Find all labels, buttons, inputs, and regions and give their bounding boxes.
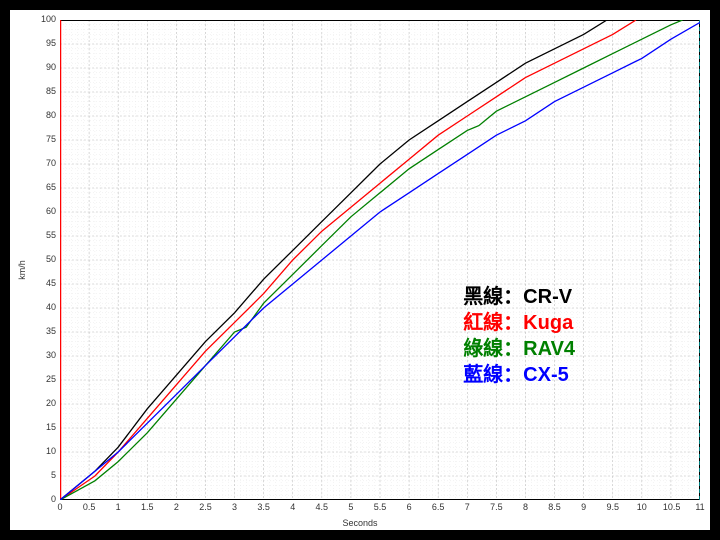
y-axis-label: km/h — [17, 260, 27, 280]
x-tick-label: 0.5 — [81, 502, 97, 512]
x-tick-label: 6.5 — [430, 502, 446, 512]
x-tick-label: 4 — [285, 502, 301, 512]
y-tick-label: 45 — [46, 278, 56, 288]
y-tick-label: 35 — [46, 326, 56, 336]
x-tick-label: 3.5 — [256, 502, 272, 512]
legend-item: 藍線：CX-5 — [463, 362, 575, 388]
x-tick-label: 4.5 — [314, 502, 330, 512]
chart-frame: km/h Seconds 黑線：CR-V紅線：Kuga綠線：RAV4藍線：CX-… — [10, 10, 710, 530]
x-tick-label: 10 — [634, 502, 650, 512]
x-axis-label: Seconds — [342, 518, 377, 528]
y-tick-label: 40 — [46, 302, 56, 312]
chart-svg — [60, 20, 700, 500]
x-tick-label: 1 — [110, 502, 126, 512]
y-tick-label: 100 — [41, 14, 56, 24]
y-tick-label: 70 — [46, 158, 56, 168]
x-tick-label: 1.5 — [139, 502, 155, 512]
x-tick-label: 3 — [227, 502, 243, 512]
x-tick-label: 5.5 — [372, 502, 388, 512]
x-tick-label: 9 — [576, 502, 592, 512]
x-tick-label: 8.5 — [547, 502, 563, 512]
x-tick-label: 5 — [343, 502, 359, 512]
x-tick-label: 7 — [459, 502, 475, 512]
legend-item: 黑線：CR-V — [463, 284, 575, 310]
x-tick-label: 2 — [168, 502, 184, 512]
y-tick-label: 75 — [46, 134, 56, 144]
y-tick-label: 80 — [46, 110, 56, 120]
y-tick-label: 30 — [46, 350, 56, 360]
y-tick-label: 50 — [46, 254, 56, 264]
y-tick-label: 60 — [46, 206, 56, 216]
y-tick-label: 20 — [46, 398, 56, 408]
x-tick-label: 7.5 — [488, 502, 504, 512]
y-tick-label: 95 — [46, 38, 56, 48]
x-tick-label: 9.5 — [605, 502, 621, 512]
y-tick-label: 5 — [51, 470, 56, 480]
x-tick-label: 8 — [517, 502, 533, 512]
legend-item: 綠線：RAV4 — [463, 336, 575, 362]
legend: 黑線：CR-V紅線：Kuga綠線：RAV4藍線：CX-5 — [463, 284, 575, 388]
x-tick-label: 11 — [692, 502, 708, 512]
y-tick-label: 55 — [46, 230, 56, 240]
y-tick-label: 25 — [46, 374, 56, 384]
y-tick-label: 0 — [51, 494, 56, 504]
y-tick-label: 85 — [46, 86, 56, 96]
x-tick-label: 2.5 — [197, 502, 213, 512]
y-tick-label: 65 — [46, 182, 56, 192]
plot-area: 黑線：CR-V紅線：Kuga綠線：RAV4藍線：CX-5 — [60, 20, 700, 500]
y-tick-label: 15 — [46, 422, 56, 432]
y-tick-label: 10 — [46, 446, 56, 456]
x-tick-label: 6 — [401, 502, 417, 512]
legend-item: 紅線：Kuga — [463, 310, 575, 336]
x-tick-label: 10.5 — [663, 502, 679, 512]
y-tick-label: 90 — [46, 62, 56, 72]
